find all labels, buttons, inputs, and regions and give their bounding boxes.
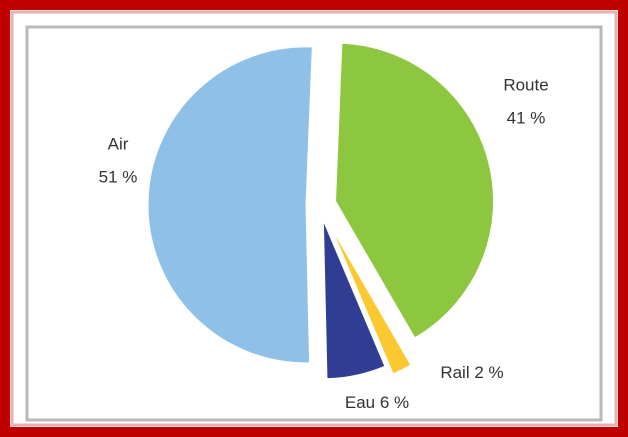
slice-value-label: 41 % [507, 108, 546, 127]
pie-slice [331, 228, 412, 375]
slice-value-label: 2 % [474, 363, 503, 382]
slice-label: Rail [440, 363, 469, 382]
slices [147, 42, 495, 380]
slice-label-group: Eau 6 % [345, 393, 409, 412]
pie-slice [335, 42, 495, 339]
frame-inner-edge [10, 10, 618, 427]
slice-value-label: 6 % [380, 393, 409, 412]
slice-label-group: Rail 2 % [440, 363, 503, 382]
plot-frame [25, 25, 603, 422]
pie-slice [147, 46, 313, 364]
pie-slice [322, 220, 386, 380]
slice-value-label: 51 % [99, 167, 138, 186]
slice-label: Eau [345, 393, 375, 412]
slice-label: Air [108, 134, 129, 153]
slice-label: Route [503, 75, 548, 94]
